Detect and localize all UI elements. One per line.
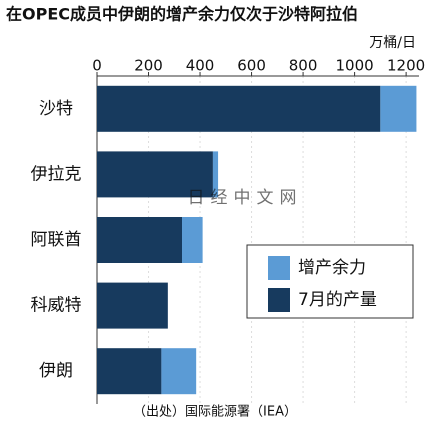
- y-tick-label: 沙特: [39, 99, 73, 119]
- x-tick-label: 800: [289, 57, 318, 75]
- chart-title: 在OPEC成员中伊朗的增产余力仅次于沙特阿拉伯: [6, 5, 358, 24]
- x-tick-label: 600: [237, 57, 266, 75]
- source-note: （出处）国际能源署（IEA）: [133, 405, 297, 420]
- bar-segment: [97, 282, 168, 329]
- bar-segment: [97, 348, 162, 395]
- y-tick-label: 阿联酋: [31, 230, 82, 250]
- bar-segment: [380, 85, 417, 132]
- y-tick-label: 伊朗: [39, 361, 73, 381]
- legend-label: 增产余力: [298, 258, 366, 278]
- bar-segment: [97, 151, 213, 198]
- x-tick-label: 400: [186, 57, 215, 75]
- legend-label: 7月的产量: [298, 290, 377, 310]
- x-tick-label: 200: [134, 57, 163, 75]
- y-tick-label: 科威特: [31, 296, 82, 316]
- bar-segment: [97, 217, 183, 263]
- bar-segment: [97, 85, 381, 132]
- bar-segment: [161, 348, 197, 395]
- bar-segment: [212, 151, 219, 198]
- watermark: 日经中文网: [188, 188, 303, 208]
- x-tick-label: 0: [92, 57, 102, 75]
- x-tick-label: 1000: [336, 57, 374, 75]
- legend-swatch: [268, 288, 290, 312]
- y-tick-label: 伊拉克: [31, 164, 82, 184]
- legend-swatch: [268, 256, 290, 280]
- unit-label: 万桶/日: [369, 35, 416, 51]
- x-tick-label: 1200: [387, 57, 425, 75]
- bar-segment: [182, 217, 203, 263]
